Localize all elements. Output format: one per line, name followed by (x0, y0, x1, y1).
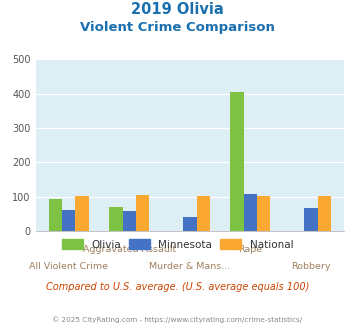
Text: Murder & Mans...: Murder & Mans... (149, 262, 230, 271)
Text: Violent Crime Comparison: Violent Crime Comparison (80, 21, 275, 34)
Bar (257, 196, 271, 231)
Text: All Violent Crime: All Violent Crime (29, 262, 108, 271)
Bar (123, 212, 136, 231)
Text: © 2025 CityRating.com - https://www.cityrating.com/crime-statistics/: © 2025 CityRating.com - https://www.city… (53, 317, 302, 323)
Bar (197, 196, 210, 231)
Bar (76, 196, 89, 231)
Text: Aggravated Assault: Aggravated Assault (83, 245, 176, 254)
Text: Rape: Rape (239, 245, 263, 254)
Bar (183, 216, 197, 231)
Bar (304, 208, 318, 231)
Bar (230, 92, 244, 231)
Bar (318, 196, 331, 231)
Bar (109, 207, 123, 231)
Text: Robbery: Robbery (291, 262, 331, 271)
Bar (49, 199, 62, 231)
Legend: Olivia, Minnesota, National: Olivia, Minnesota, National (58, 235, 297, 254)
Text: Compared to U.S. average. (U.S. average equals 100): Compared to U.S. average. (U.S. average … (46, 282, 309, 292)
Bar (62, 210, 76, 231)
Bar (136, 195, 149, 231)
Bar (244, 194, 257, 231)
Text: 2019 Olivia: 2019 Olivia (131, 2, 224, 16)
